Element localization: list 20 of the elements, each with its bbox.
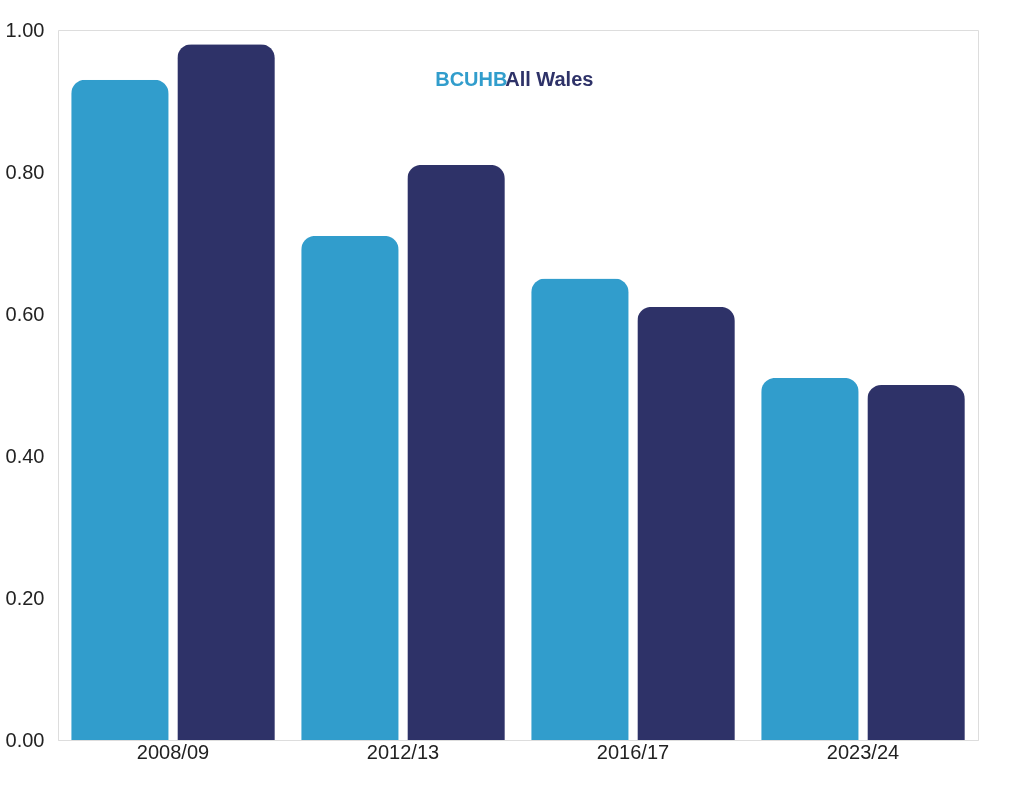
x-tick-label: 2016/17 bbox=[596, 740, 670, 763]
bar bbox=[177, 44, 275, 740]
bar bbox=[407, 164, 505, 740]
x-tick-label: 2012/13 bbox=[366, 740, 440, 763]
bar bbox=[71, 79, 169, 740]
y-tick-label: 0.20 bbox=[5, 586, 45, 609]
y-tick-label: 1.00 bbox=[5, 18, 45, 41]
bar bbox=[531, 278, 629, 740]
text: All Wales bbox=[505, 68, 594, 90]
text: BCUHB bbox=[435, 68, 508, 90]
y-tick-label: 0.80 bbox=[5, 160, 45, 183]
y-tick-label: 0.00 bbox=[5, 728, 45, 751]
x-tick-label: 2023/24 bbox=[826, 740, 900, 763]
bar bbox=[867, 385, 965, 740]
bar bbox=[761, 377, 859, 740]
bar bbox=[637, 306, 735, 740]
x-tick-label: 2008/09 bbox=[136, 740, 210, 763]
bar bbox=[301, 235, 399, 740]
y-tick-label: 0.40 bbox=[5, 444, 45, 467]
y-tick-label: 0.60 bbox=[5, 302, 45, 325]
